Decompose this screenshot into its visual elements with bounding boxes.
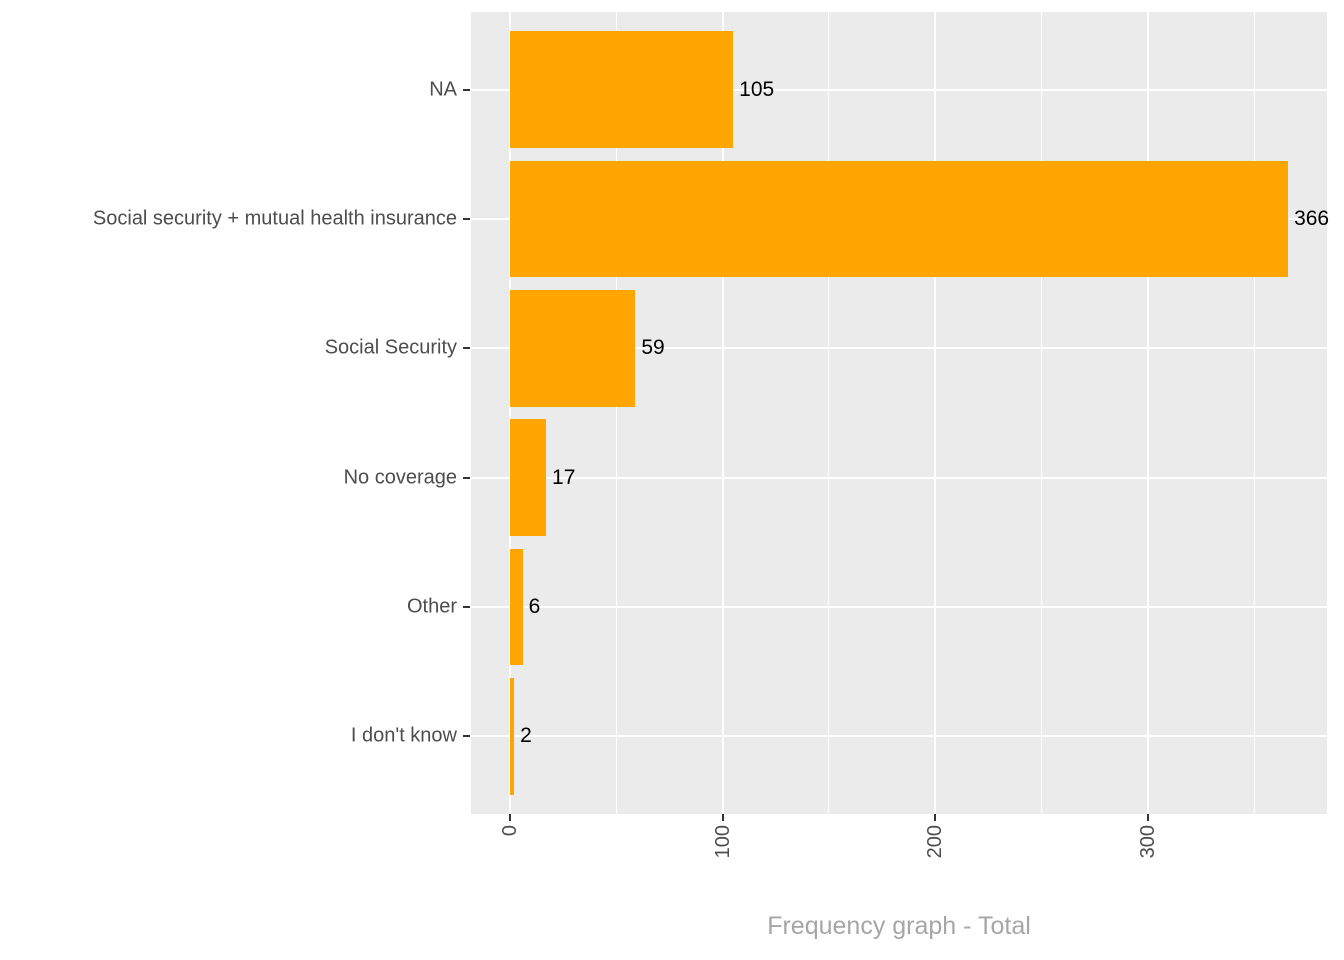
x-axis-tick-label: 300 xyxy=(1136,825,1159,859)
x-axis-tick-label: 100 xyxy=(711,825,734,859)
x-axis-tick xyxy=(934,814,937,821)
bar xyxy=(509,678,515,795)
bar xyxy=(509,419,547,536)
y-axis-label: Social security + mutual health insuranc… xyxy=(92,207,457,230)
x-axis-tick xyxy=(721,814,724,821)
bar xyxy=(509,290,636,407)
plot-panel xyxy=(471,12,1327,814)
y-axis-label: Other xyxy=(406,595,457,618)
y-axis-tick xyxy=(463,735,470,738)
grid-major-y xyxy=(471,88,1327,91)
grid-major-x xyxy=(508,12,511,814)
grid-major-y xyxy=(471,347,1327,350)
y-axis-tick xyxy=(463,88,470,91)
y-axis-label: Social Security xyxy=(324,336,457,359)
x-axis-tick xyxy=(1146,814,1149,821)
bar xyxy=(509,31,734,148)
x-axis-tick-label: 200 xyxy=(924,825,947,859)
x-axis-tick xyxy=(508,814,511,821)
grid-major-y xyxy=(471,476,1327,479)
y-axis-tick xyxy=(463,476,470,479)
grid-major-x xyxy=(1146,12,1149,814)
grid-minor-x xyxy=(1253,12,1255,814)
y-axis-tick xyxy=(463,217,470,220)
x-axis-tick-label: 0 xyxy=(498,825,521,837)
grid-minor-x xyxy=(828,12,830,814)
y-axis-label: I don't know xyxy=(350,724,457,747)
y-axis-label: No coverage xyxy=(343,466,457,489)
y-axis-tick xyxy=(463,606,470,609)
x-axis-title: Frequency graph - Total xyxy=(767,912,1031,940)
grid-major-x xyxy=(721,12,724,814)
y-axis-tick xyxy=(463,347,470,350)
bar xyxy=(509,548,523,666)
bar xyxy=(509,160,1289,278)
grid-minor-x xyxy=(1040,12,1042,814)
grid-minor-x xyxy=(615,12,617,814)
grid-major-y xyxy=(471,606,1327,609)
y-axis-label: NA xyxy=(429,78,457,101)
grid-major-y xyxy=(471,735,1327,738)
grid-major-x xyxy=(934,12,937,814)
